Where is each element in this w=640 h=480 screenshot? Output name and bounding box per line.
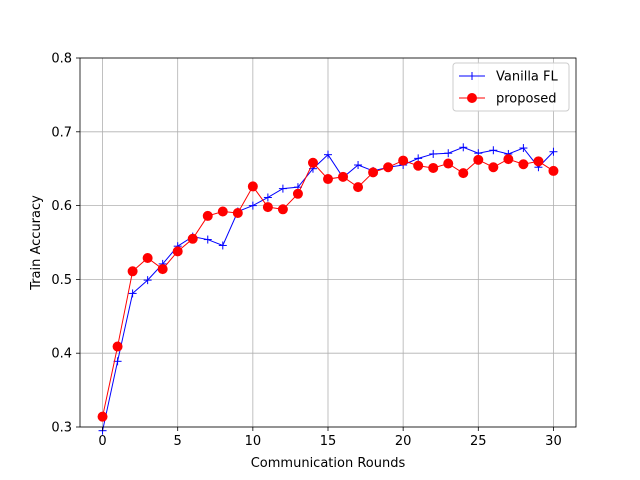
legend-box bbox=[452, 62, 570, 112]
data-point bbox=[263, 193, 272, 202]
data-point bbox=[247, 181, 258, 192]
y-tick-label: 0.4 bbox=[51, 347, 72, 362]
data-point bbox=[519, 144, 528, 153]
ticks: 0 5 10 15 20 25 30 0.3 0.4 0.5 0.6 0.7 0.8 bbox=[51, 52, 561, 450]
legend-label: proposed bbox=[496, 92, 557, 107]
legend-label: Vanilla FL bbox=[496, 70, 559, 85]
data-point bbox=[217, 206, 228, 217]
data-point bbox=[383, 162, 394, 173]
x-tick-label: 5 bbox=[174, 434, 182, 449]
data-point bbox=[292, 188, 303, 199]
data-point bbox=[413, 160, 424, 171]
data-point bbox=[338, 171, 349, 182]
series-layer bbox=[97, 143, 559, 435]
data-point bbox=[202, 210, 213, 221]
legend-item: proposed bbox=[459, 92, 557, 107]
data-point bbox=[127, 266, 138, 277]
data-point bbox=[428, 162, 439, 173]
y-tick-label: 0.5 bbox=[51, 273, 72, 288]
data-point bbox=[533, 156, 544, 167]
legend-marker bbox=[468, 72, 476, 80]
data-point bbox=[459, 143, 468, 152]
x-tick-label: 15 bbox=[320, 434, 337, 449]
y-tick-label: 0.7 bbox=[51, 125, 72, 140]
y-axis-label: Train Accuracy bbox=[29, 195, 44, 291]
y-tick-label: 0.8 bbox=[51, 52, 72, 67]
data-point bbox=[157, 264, 168, 275]
x-axis-label: Communication Rounds bbox=[251, 456, 406, 471]
data-point bbox=[489, 146, 498, 155]
data-point bbox=[142, 252, 153, 263]
data-point bbox=[232, 207, 243, 218]
data-point bbox=[324, 150, 332, 159]
data-point bbox=[143, 276, 152, 285]
data-point bbox=[353, 182, 364, 193]
data-point bbox=[112, 341, 123, 352]
data-point bbox=[503, 154, 514, 165]
legend-item: Vanilla FL bbox=[459, 70, 559, 85]
legend: Vanilla FL proposed bbox=[452, 62, 570, 112]
data-point bbox=[354, 161, 363, 170]
data-point bbox=[429, 149, 438, 158]
x-tick-label: 10 bbox=[245, 434, 262, 449]
data-point bbox=[548, 165, 559, 176]
x-tick-label: 30 bbox=[545, 434, 562, 449]
data-point bbox=[488, 162, 499, 173]
data-point bbox=[473, 154, 484, 165]
data-point bbox=[187, 233, 198, 244]
x-tick-label: 0 bbox=[98, 434, 106, 449]
data-point bbox=[458, 168, 469, 179]
data-point bbox=[128, 289, 137, 298]
data-point bbox=[203, 235, 212, 244]
data-point bbox=[368, 167, 379, 178]
data-point bbox=[444, 149, 453, 158]
data-point bbox=[398, 155, 409, 166]
data-point bbox=[218, 241, 227, 250]
data-point bbox=[277, 204, 288, 215]
data-point bbox=[97, 411, 108, 422]
data-point bbox=[323, 174, 333, 185]
y-tick-label: 0.3 bbox=[51, 421, 72, 436]
data-point bbox=[248, 201, 257, 210]
series-0 bbox=[98, 143, 558, 435]
series-1 bbox=[97, 154, 559, 422]
x-tick-label: 20 bbox=[395, 434, 412, 449]
data-point bbox=[262, 202, 273, 213]
data-point bbox=[278, 184, 287, 193]
data-point bbox=[443, 158, 454, 169]
legend-marker bbox=[467, 93, 477, 103]
x-tick-label: 25 bbox=[470, 434, 487, 449]
data-point bbox=[172, 246, 183, 257]
data-point bbox=[549, 147, 558, 156]
data-point bbox=[307, 157, 318, 168]
data-point bbox=[518, 159, 529, 170]
y-tick-label: 0.6 bbox=[51, 199, 72, 214]
